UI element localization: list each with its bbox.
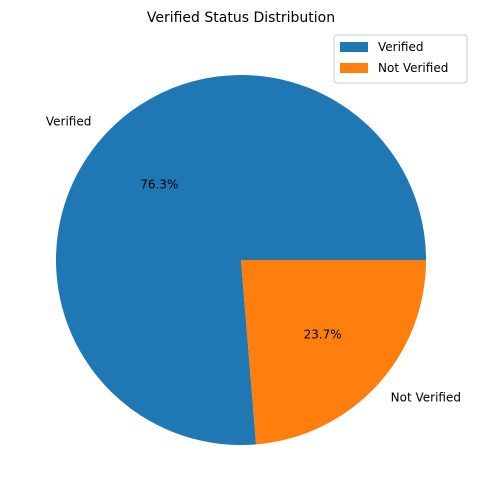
chart-title: Verified Status Distribution xyxy=(147,10,335,26)
pie-slice-labels: Verified Not Verified xyxy=(46,115,461,405)
pie-slice-not-verified xyxy=(241,260,426,445)
slice-percent-label: 23.7% xyxy=(304,328,342,342)
legend: Verified Not Verified xyxy=(333,34,468,84)
slice-percent-label: 76.3% xyxy=(140,177,178,191)
slice-label: Not Verified xyxy=(391,390,461,404)
legend-swatch xyxy=(340,63,368,73)
pie-percent-labels: 76.3% 23.7% xyxy=(140,177,341,341)
pie-slice-verified xyxy=(55,75,426,446)
slice-label: Verified xyxy=(46,115,92,129)
pie-slices xyxy=(55,75,426,446)
legend-label: Not Verified xyxy=(378,61,448,75)
legend-entries: Verified Not Verified xyxy=(340,40,448,75)
legend-swatch xyxy=(340,42,368,52)
legend-label: Verified xyxy=(378,40,424,54)
